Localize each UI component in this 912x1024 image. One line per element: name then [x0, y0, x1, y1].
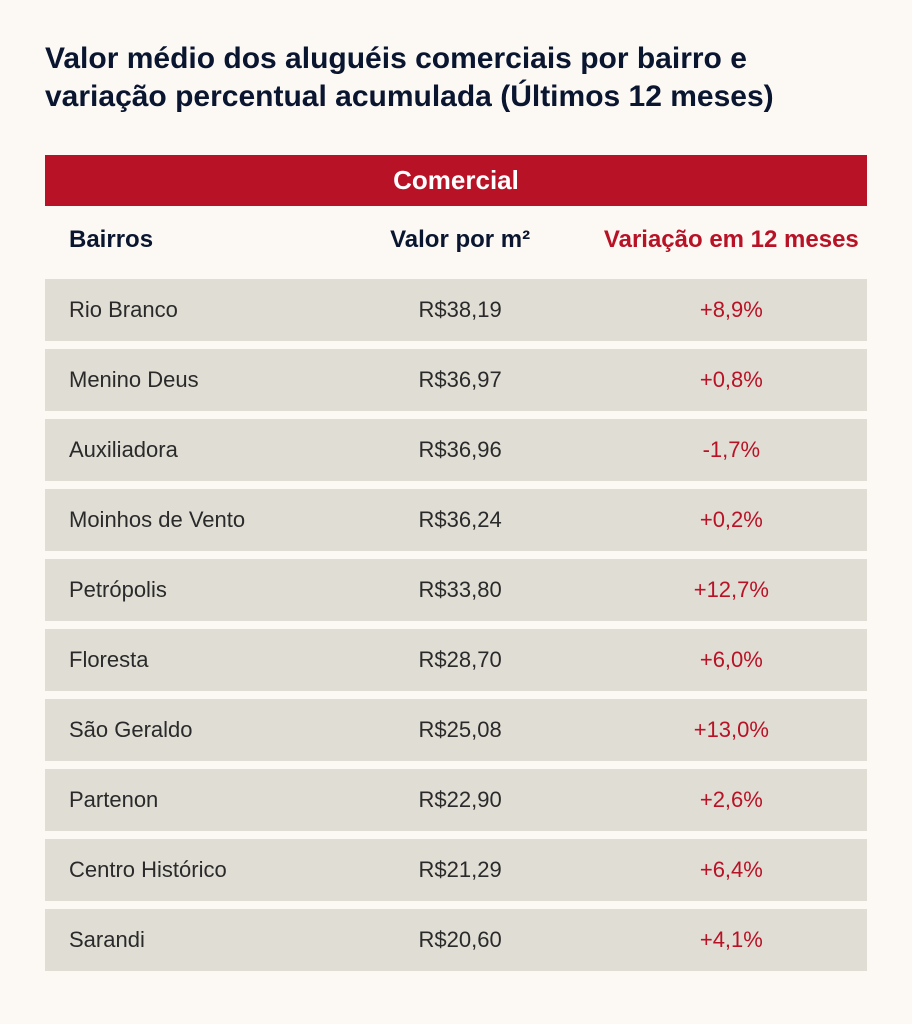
header-bairros: Bairros: [45, 226, 324, 255]
table-row: Rio BrancoR$38,19+8,9%: [45, 279, 867, 341]
table-row: Menino DeusR$36,97+0,8%: [45, 349, 867, 411]
table-row: Moinhos de VentoR$36,24+0,2%: [45, 489, 867, 551]
cell-variacao: +6,0%: [596, 647, 867, 673]
cell-variacao: +4,1%: [596, 927, 867, 953]
cell-valor: R$28,70: [324, 647, 595, 673]
cell-variacao: +13,0%: [596, 717, 867, 743]
cell-bairro: Centro Histórico: [45, 857, 324, 883]
header-valor-label: Valor por m²: [390, 226, 530, 253]
table-row: PartenonR$22,90+2,6%: [45, 769, 867, 831]
cell-valor: R$22,90: [324, 787, 595, 813]
cell-valor: R$33,80: [324, 577, 595, 603]
cell-bairro: Moinhos de Vento: [45, 507, 324, 533]
cell-valor: R$20,60: [324, 927, 595, 953]
table-row: FlorestaR$28,70+6,0%: [45, 629, 867, 691]
cell-variacao: +0,2%: [596, 507, 867, 533]
cell-variacao: +8,9%: [596, 297, 867, 323]
cell-bairro: Menino Deus: [45, 367, 324, 393]
cell-bairro: Auxiliadora: [45, 437, 324, 463]
cell-variacao: -1,7%: [596, 437, 867, 463]
cell-bairro: Partenon: [45, 787, 324, 813]
table-row: AuxiliadoraR$36,96-1,7%: [45, 419, 867, 481]
cell-bairro: Petrópolis: [45, 577, 324, 603]
table: Comercial Bairros Valor por m² Variação …: [45, 155, 867, 971]
cell-valor: R$36,96: [324, 437, 595, 463]
table-header-row: Bairros Valor por m² Variação em 12 mese…: [45, 206, 867, 279]
table-banner: Comercial: [45, 155, 867, 206]
cell-bairro: Sarandi: [45, 927, 324, 953]
cell-valor: R$36,97: [324, 367, 595, 393]
table-row: SarandiR$20,60+4,1%: [45, 909, 867, 971]
cell-variacao: +2,6%: [596, 787, 867, 813]
cell-valor: R$21,29: [324, 857, 595, 883]
table-row: São GeraldoR$25,08+13,0%: [45, 699, 867, 761]
header-variacao-label: Variação em 12 meses: [604, 226, 859, 253]
cell-valor: R$25,08: [324, 717, 595, 743]
cell-bairro: Floresta: [45, 647, 324, 673]
cell-valor: R$38,19: [324, 297, 595, 323]
cell-variacao: +0,8%: [596, 367, 867, 393]
table-body: Rio BrancoR$38,19+8,9% Menino DeusR$36,97…: [45, 279, 867, 971]
cell-bairro: Rio Branco: [45, 297, 324, 323]
page-title: Valor médio dos aluguéis comerciais por …: [45, 40, 867, 115]
header-bairros-label: Bairros: [69, 226, 153, 253]
table-row: PetrópolisR$33,80+12,7%: [45, 559, 867, 621]
cell-valor: R$36,24: [324, 507, 595, 533]
header-variacao: Variação em 12 meses: [596, 226, 867, 255]
header-valor: Valor por m²: [324, 226, 595, 255]
cell-bairro: São Geraldo: [45, 717, 324, 743]
cell-variacao: +12,7%: [596, 577, 867, 603]
cell-variacao: +6,4%: [596, 857, 867, 883]
table-row: Centro HistóricoR$21,29+6,4%: [45, 839, 867, 901]
